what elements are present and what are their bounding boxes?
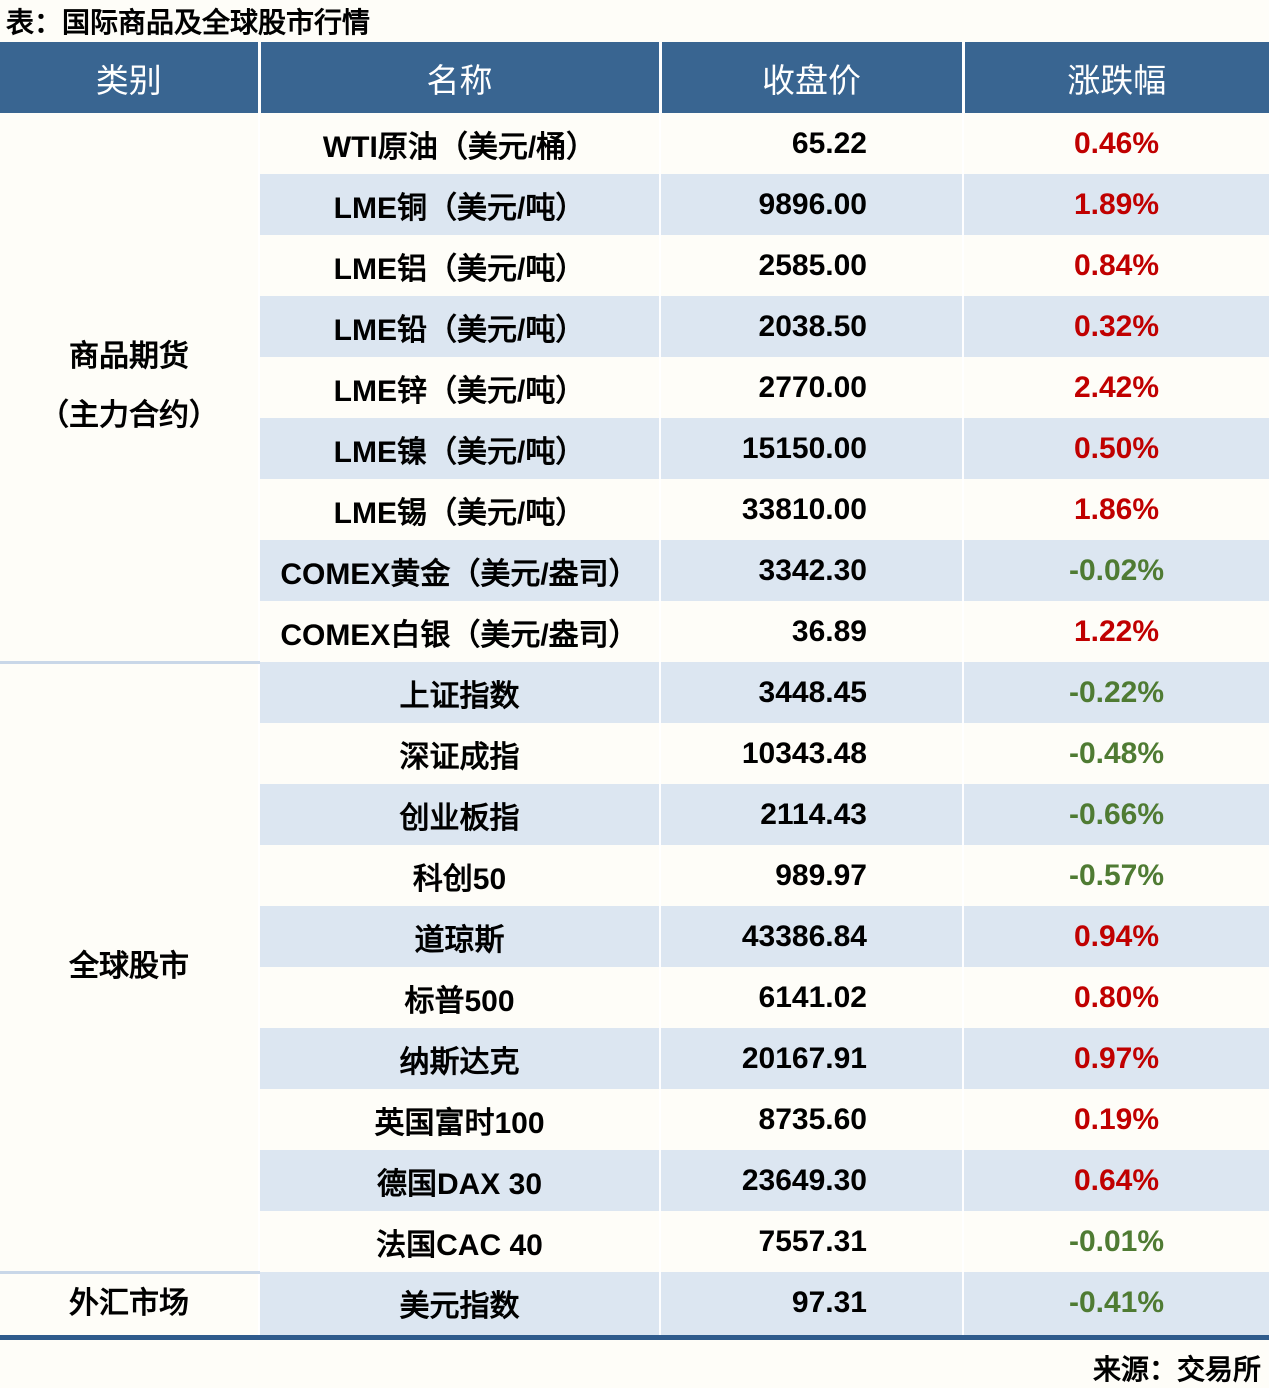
change-pct-cell: 1.89% bbox=[963, 174, 1269, 235]
instrument-name-cell: 上证指数 bbox=[259, 662, 661, 723]
instrument-name-cell: COMEX白银（美元/盎司） bbox=[259, 601, 661, 662]
instrument-name-cell: LME锌（美元/吨） bbox=[259, 357, 661, 418]
close-price-cell: 2114.43 bbox=[660, 784, 964, 845]
table-header: 类别 名称 收盘价 涨跌幅 bbox=[0, 42, 1269, 113]
table-row: 全球股市 上证指数 3448.45 -0.22% bbox=[0, 660, 1269, 1272]
close-price-cell: 3342.30 bbox=[660, 540, 964, 601]
change-pct-cell: -0.57% bbox=[1068, 858, 1165, 892]
change-pct-cell: 0.80% bbox=[1073, 980, 1160, 1014]
table-row: LME铜（美元/吨） 9896.00 1.89% bbox=[0, 174, 1269, 235]
table-row: 创业板指 2114.43 -0.66% bbox=[0, 784, 1269, 845]
change-pct-cell: 2.42% bbox=[1073, 370, 1160, 404]
close-price-cell: 33810.00 bbox=[660, 479, 964, 540]
page-title: 表：国际商品及全球股市行情 bbox=[6, 7, 371, 38]
table-row: LME铅（美元/吨） 2038.50 0.32% bbox=[0, 296, 1269, 357]
category-cell: 外汇市场 bbox=[0, 1270, 260, 1335]
close-price-cell: 2585.00 bbox=[660, 235, 964, 296]
instrument-name-cell: 德国DAX 30 bbox=[259, 1150, 661, 1211]
instrument-name-cell: COMEX黄金（美元/盎司） bbox=[259, 540, 661, 601]
source-note: 来源：交易所 bbox=[1092, 1353, 1261, 1385]
instrument-name-cell: LME铅（美元/吨） bbox=[259, 296, 661, 357]
change-pct-cell: 0.32% bbox=[963, 296, 1269, 357]
instrument-name-cell: 道琼斯 bbox=[259, 906, 661, 967]
change-pct-cell: -0.01% bbox=[1068, 1224, 1165, 1258]
header-row: 类别 名称 收盘价 涨跌幅 bbox=[0, 42, 1269, 113]
close-price-cell: 97.31 bbox=[660, 1272, 964, 1335]
close-price-cell: 7557.31 bbox=[660, 1211, 964, 1272]
instrument-name-cell: WTI原油（美元/桶） bbox=[259, 113, 661, 174]
table-row: COMEX黄金（美元/盎司） 3342.30 -0.02% bbox=[0, 540, 1269, 601]
table-row: LME锌（美元/吨） 2770.00 2.42% bbox=[0, 357, 1269, 418]
change-pct-cell: 0.97% bbox=[963, 1028, 1269, 1089]
market-table-container: 类别 名称 收盘价 涨跌幅 商品期货 （主力合约） WTI原油（美元/桶） 65.2… bbox=[0, 42, 1269, 1340]
table-row: 外汇市场 美元指数 97.31 -0.41% bbox=[0, 1270, 1269, 1335]
table-row: 纳斯达克 20167.91 0.97% bbox=[0, 1028, 1269, 1089]
instrument-name-cell: 英国富时100 bbox=[259, 1089, 661, 1150]
close-price-cell: 10343.48 bbox=[660, 723, 964, 784]
table-row: 道琼斯 43386.84 0.94% bbox=[0, 906, 1269, 967]
table-body: 商品期货 （主力合约） WTI原油（美元/桶） 65.22 0.46% LME铜（美元/… bbox=[0, 113, 1269, 1335]
table-row: 商品期货 （主力合约） WTI原油（美元/桶） 65.22 0.46% bbox=[0, 113, 1269, 662]
instrument-name-cell: 美元指数 bbox=[259, 1272, 661, 1335]
category-cell: 商品期货 （主力合约） bbox=[0, 113, 260, 662]
change-pct-cell: 0.50% bbox=[963, 418, 1269, 479]
change-pct-cell: -0.48% bbox=[1068, 736, 1165, 770]
instrument-name-cell: LME铝（美元/吨） bbox=[259, 235, 661, 296]
instrument-name-cell: LME锡（美元/吨） bbox=[259, 479, 661, 540]
close-price-cell: 43386.84 bbox=[660, 906, 964, 967]
change-pct-cell: 1.86% bbox=[1073, 492, 1160, 526]
close-price-cell: 20167.91 bbox=[660, 1028, 964, 1089]
category-cell: 全球股市 bbox=[0, 660, 260, 1272]
table-row: 标普500 6141.02 0.80% bbox=[0, 967, 1269, 1028]
change-pct-cell: 0.19% bbox=[1073, 1102, 1160, 1136]
change-pct-cell: 1.22% bbox=[1073, 614, 1160, 648]
close-price-cell: 9896.00 bbox=[660, 174, 964, 235]
table-row: LME镍（美元/吨） 15150.00 0.50% bbox=[0, 418, 1269, 479]
table-row: COMEX白银（美元/盎司） 36.89 1.22% bbox=[0, 601, 1269, 662]
instrument-name-cell: LME铜（美元/吨） bbox=[259, 174, 661, 235]
change-pct-cell: 0.64% bbox=[963, 1150, 1269, 1211]
close-price-cell: 65.22 bbox=[660, 113, 964, 174]
change-pct-cell: 0.46% bbox=[1073, 126, 1160, 160]
table-row: 法国CAC 40 7557.31 -0.01% bbox=[0, 1211, 1269, 1272]
instrument-name-cell: 纳斯达克 bbox=[259, 1028, 661, 1089]
table-row: LME锡（美元/吨） 33810.00 1.86% bbox=[0, 479, 1269, 540]
close-price-cell: 2770.00 bbox=[660, 357, 964, 418]
change-pct-cell: -0.22% bbox=[963, 662, 1269, 723]
instrument-name-cell: 标普500 bbox=[259, 967, 661, 1028]
instrument-name-cell: 深证成指 bbox=[259, 723, 661, 784]
instrument-name-cell: 法国CAC 40 bbox=[259, 1211, 661, 1272]
close-price-cell: 6141.02 bbox=[660, 967, 964, 1028]
table-row: 英国富时100 8735.60 0.19% bbox=[0, 1089, 1269, 1150]
close-price-cell: 15150.00 bbox=[660, 418, 964, 479]
table-row: 德国DAX 30 23649.30 0.64% bbox=[0, 1150, 1269, 1211]
close-price-cell: 36.89 bbox=[660, 601, 964, 662]
change-pct-cell: 0.94% bbox=[963, 906, 1269, 967]
table-row: LME铝（美元/吨） 2585.00 0.84% bbox=[0, 235, 1269, 296]
change-pct-cell: 0.84% bbox=[1073, 248, 1160, 282]
change-pct-cell: -0.41% bbox=[963, 1272, 1269, 1335]
close-price-cell: 3448.45 bbox=[660, 662, 964, 723]
header-close-price: 收盘价 bbox=[660, 42, 965, 113]
header-change-pct: 涨跌幅 bbox=[963, 42, 1269, 113]
change-pct-cell: -0.66% bbox=[963, 784, 1269, 845]
instrument-name-cell: 科创50 bbox=[259, 845, 661, 906]
close-price-cell: 23649.30 bbox=[660, 1150, 964, 1211]
close-price-cell: 989.97 bbox=[660, 845, 964, 906]
header-category: 类别 bbox=[0, 42, 261, 113]
close-price-cell: 8735.60 bbox=[660, 1089, 964, 1150]
table-row: 科创50 989.97 -0.57% bbox=[0, 845, 1269, 906]
instrument-name-cell: 创业板指 bbox=[259, 784, 661, 845]
header-name: 名称 bbox=[259, 42, 662, 113]
close-price-cell: 2038.50 bbox=[660, 296, 964, 357]
change-pct-cell: -0.02% bbox=[963, 540, 1269, 601]
instrument-name-cell: LME镍（美元/吨） bbox=[259, 418, 661, 479]
market-table: 类别 名称 收盘价 涨跌幅 商品期货 （主力合约） WTI原油（美元/桶） 65.2… bbox=[0, 42, 1269, 1335]
table-row: 深证成指 10343.48 -0.48% bbox=[0, 723, 1269, 784]
